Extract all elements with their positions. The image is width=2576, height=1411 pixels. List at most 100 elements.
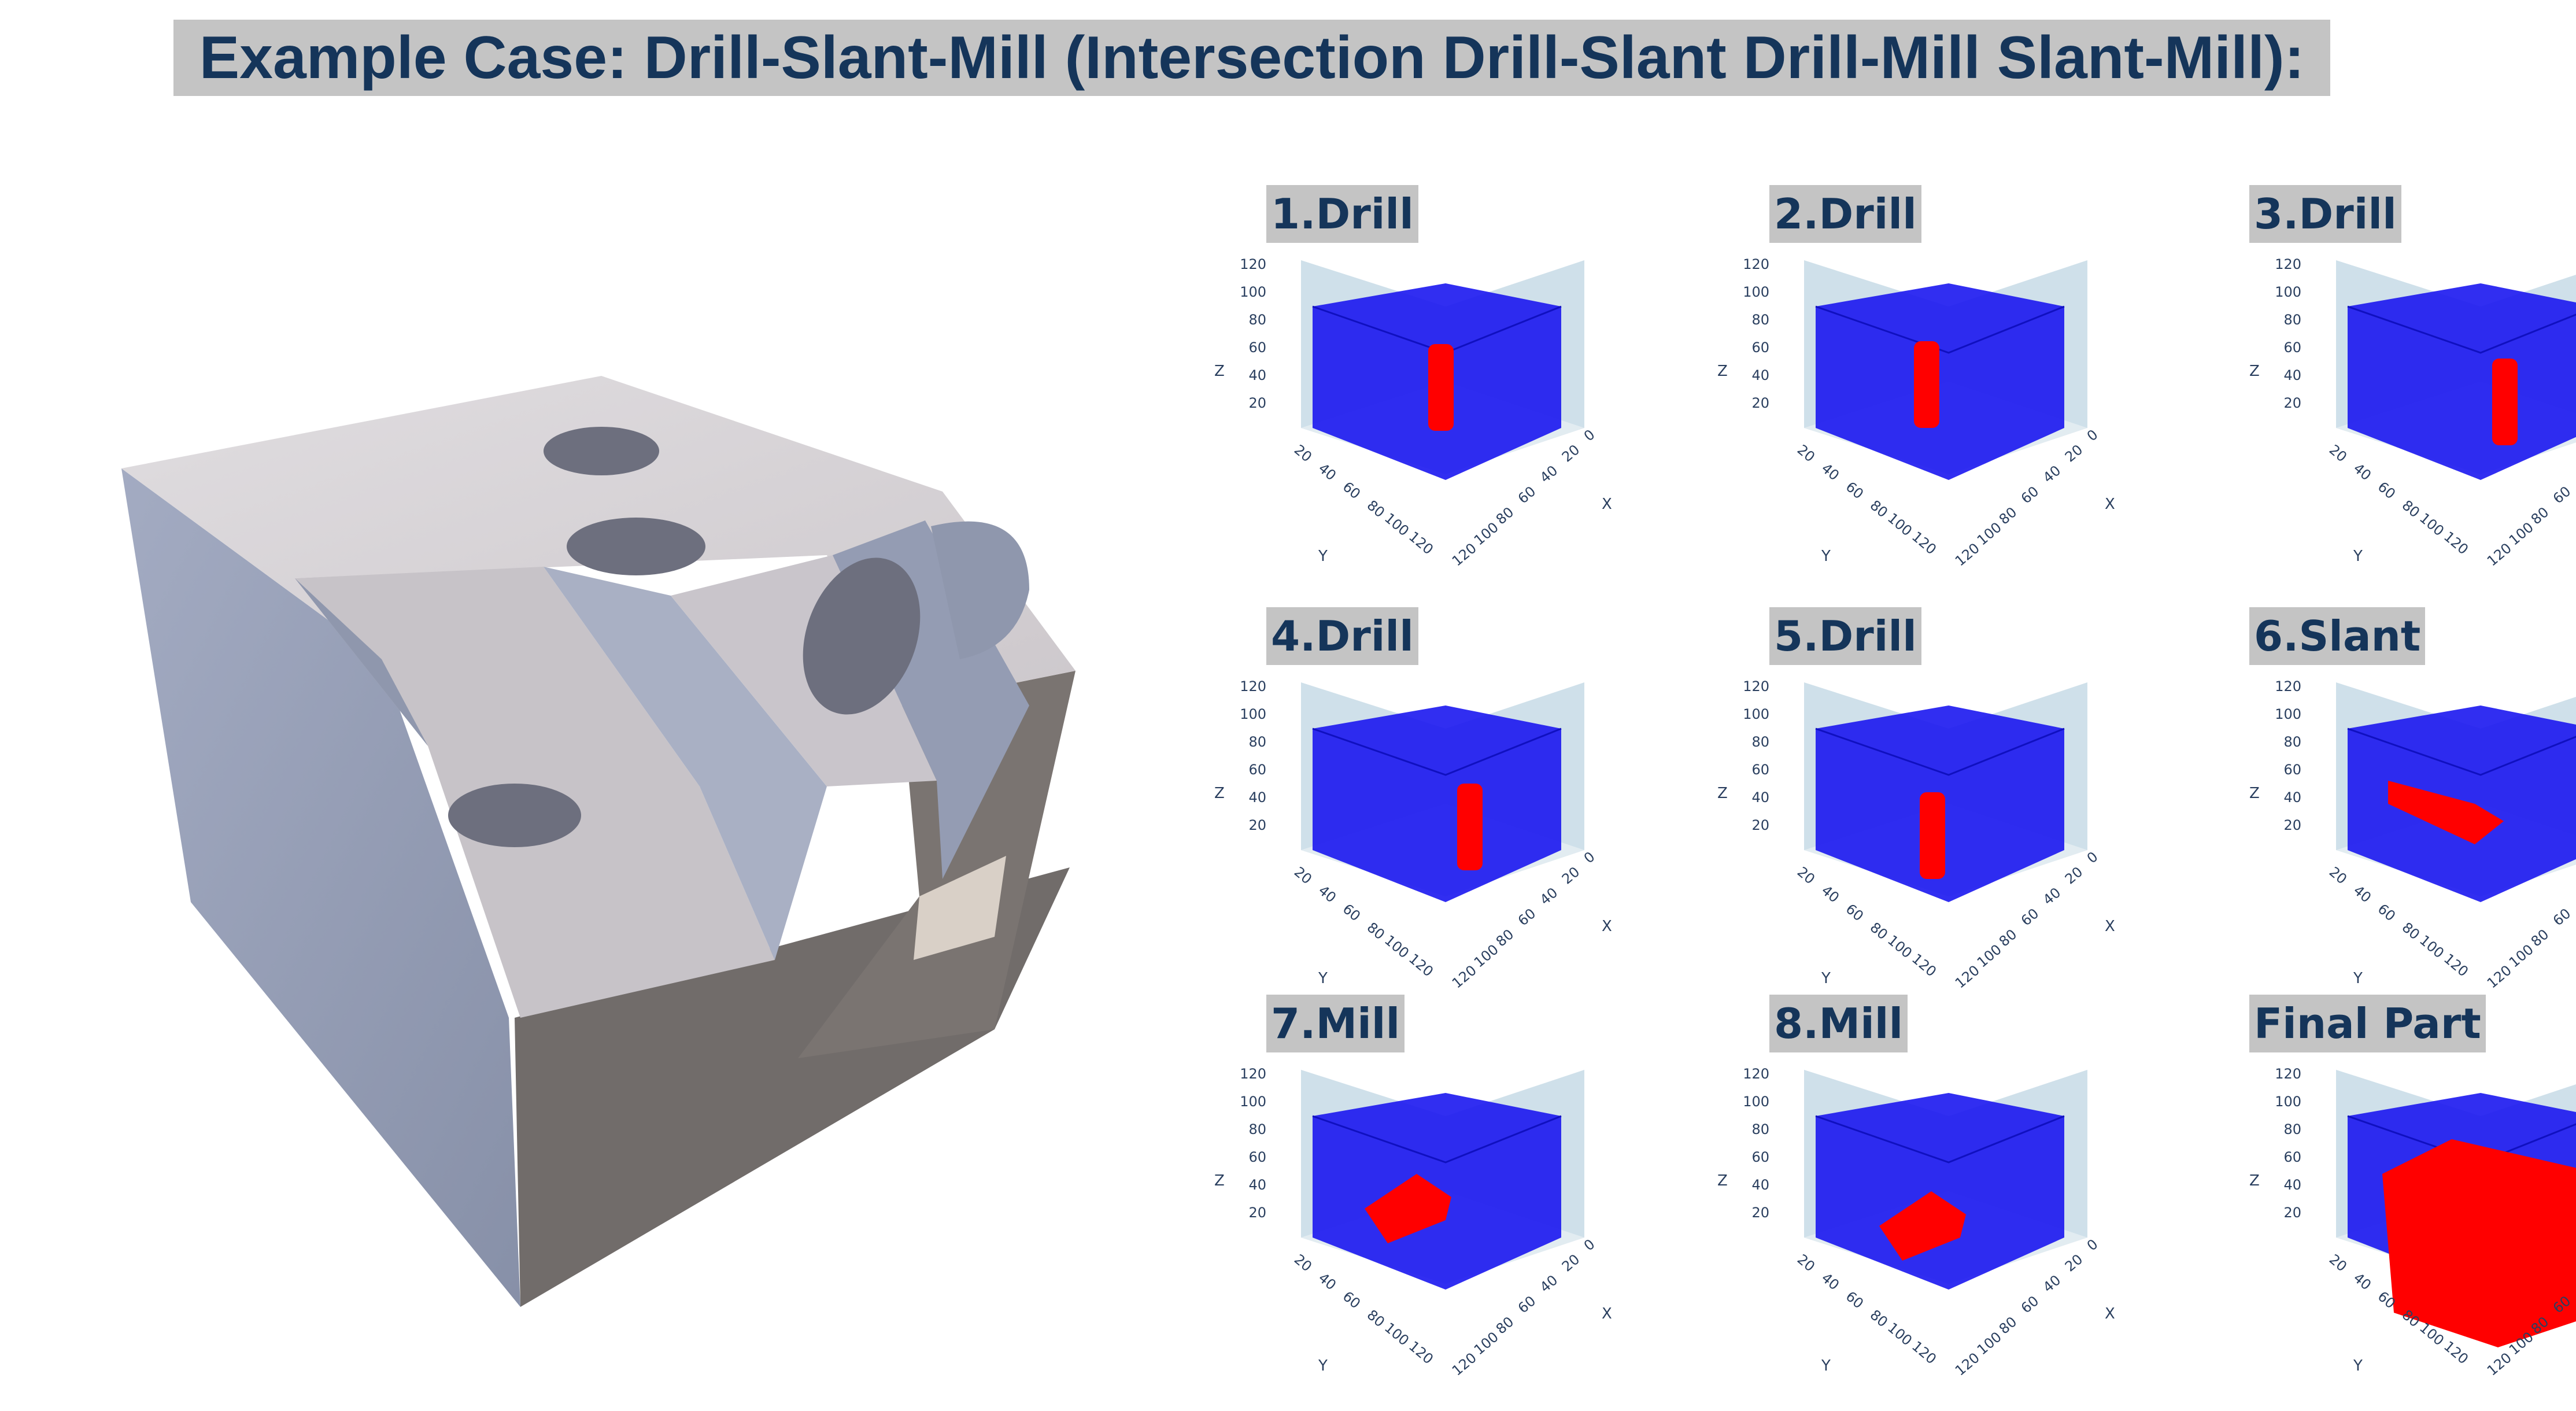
z-tick-label: 40 [1248, 1177, 1266, 1193]
panel-title: 1.Drill [1266, 185, 1418, 243]
x-tick-label: 40 [2572, 885, 2576, 908]
stock-edges [1815, 305, 2065, 354]
y-axis-label: Y [2353, 548, 2363, 565]
stock-block [1313, 706, 1561, 902]
z-tick-label: 120 [1743, 256, 1769, 272]
y-tick-label: 20 [1794, 442, 1818, 466]
x-tick-label: 0 [1581, 426, 1598, 444]
z-axis-label: Z [1214, 1172, 1225, 1190]
y-tick-label: 100 [1884, 510, 1915, 540]
x-tick-label: 20 [2062, 1251, 2086, 1275]
x-tick-label: 100 [1974, 1329, 2005, 1358]
z-tick-label: 120 [1743, 678, 1769, 695]
x-axis-label: X [2105, 1305, 2115, 1323]
x-tick-label: 20 [2062, 442, 2086, 466]
y-axis-label: Y [1821, 548, 1831, 565]
feature-volume [2492, 359, 2518, 445]
feature-panel: 8.Mill 120 100 80 60 40 20 Z 20 40 60 80 100 120 Y 120 1… [1706, 995, 2168, 1411]
x-tick-label: 100 [2506, 941, 2537, 971]
z-tick-label: 20 [2283, 817, 2301, 833]
x-tick-label: 100 [1471, 941, 1502, 971]
feature-panel: Final Part 120 100 80 60 40 20 Z 20 40 60 80 100 120 Y… [2238, 995, 2576, 1411]
y-tick-label: 20 [1794, 1251, 1818, 1275]
x-tick-label: 60 [2550, 483, 2574, 507]
z-tick-label: 20 [2283, 1205, 2301, 1221]
x-tick-label: 120 [1952, 1350, 1983, 1379]
z-tick-label: 100 [2275, 284, 2301, 300]
z-tick-label: 20 [1751, 395, 1769, 411]
drill-hole-4 [803, 557, 921, 715]
drill-hole-2 [567, 518, 705, 575]
z-tick-label: 60 [1248, 1149, 1266, 1165]
x-tick-label: 40 [2040, 1272, 2064, 1296]
z-axis-label: Z [2249, 1172, 2260, 1190]
z-tick-label: 60 [1751, 339, 1769, 356]
z-tick-label: 60 [1751, 762, 1769, 778]
y-axis-label: Y [1821, 1357, 1831, 1375]
feature-panel: 7.Mill 120 100 80 60 40 20 Z 20 40 60 80 100 120 Y 120 1… [1203, 995, 1665, 1411]
stock-edges [1312, 727, 1562, 776]
y-tick-label: 100 [1381, 932, 1412, 962]
feature-shape [1920, 792, 1945, 879]
stock-edges [1312, 1115, 1562, 1163]
x-tick-label: 60 [1515, 483, 1539, 507]
panel-title: 2.Drill [1769, 185, 1921, 243]
x-tick-label: 60 [2550, 906, 2574, 929]
right-face [798, 671, 1076, 1058]
y-tick-label: 60 [1843, 479, 1867, 503]
z-axis-label: Z [1717, 785, 1728, 802]
x-tick-label: 120 [1952, 962, 1983, 992]
x-tick-label: 0 [1581, 848, 1598, 866]
x-tick-label: 80 [2528, 504, 2552, 528]
x-tick-label: 120 [1449, 1350, 1480, 1379]
y-axis-label: Y [1318, 548, 1328, 565]
mill-slot-floor [914, 856, 1006, 960]
z-tick-label: 80 [1751, 1121, 1769, 1137]
y-axis-label: Y [1318, 1357, 1328, 1375]
z-tick-label: 120 [2275, 678, 2301, 695]
x-tick-label: 80 [1493, 1314, 1517, 1338]
y-tick-label: 60 [1340, 479, 1363, 503]
y-tick-label: 100 [1884, 1320, 1915, 1349]
z-tick-label: 60 [2283, 762, 2301, 778]
slant-step [544, 567, 827, 960]
z-tick-label: 60 [1751, 1149, 1769, 1165]
feature-panel: 3.Drill 120 100 80 60 40 20 Z 20 40 60 80 100 120 Y 120… [2238, 185, 2576, 601]
y-tick-label: 80 [1364, 1307, 1388, 1331]
z-tick-label: 40 [1751, 789, 1769, 806]
y-tick-label: 40 [1315, 1270, 1339, 1294]
y-tick-label: 20 [1291, 864, 1315, 888]
y-tick-label: 100 [1884, 932, 1915, 962]
stock-edges [2347, 727, 2576, 776]
x-tick-label: 100 [2506, 519, 2537, 549]
y-tick-label: 80 [1364, 919, 1388, 943]
y-tick-label: 40 [1315, 882, 1339, 906]
feature-shape [1428, 344, 1454, 431]
feature-volume [2382, 1139, 2576, 1347]
z-tick-label: 20 [1248, 1205, 1266, 1221]
x-tick-label: 100 [1471, 1329, 1502, 1358]
y-tick-label: 80 [1867, 919, 1891, 943]
panel-title: 3.Drill [2249, 185, 2401, 243]
x-tick-label: 80 [1493, 926, 1517, 950]
stock-block [2348, 283, 2576, 480]
feature-volume [1428, 344, 1454, 431]
part-3d-render [121, 376, 1076, 1307]
z-tick-label: 120 [1743, 1066, 1769, 1082]
y-tick-label: 40 [2350, 882, 2374, 906]
drill-hole-3 [448, 784, 581, 847]
z-tick-label: 60 [1248, 339, 1266, 356]
x-tick-label: 120 [2484, 1350, 2515, 1379]
z-tick-label: 100 [2275, 706, 2301, 722]
x-axis-label: X [2105, 918, 2115, 935]
slant-face [671, 555, 937, 786]
panel-title: 5.Drill [1769, 607, 1921, 665]
feature-volume [1920, 792, 1945, 879]
y-tick-label: 120 [1406, 951, 1436, 980]
x-tick-label: 60 [2018, 1293, 2042, 1317]
feature-shape [1457, 784, 1483, 870]
feature-panel: 2.Drill 120 100 80 60 40 20 Z 20 40 60 80 100 120 Y 120… [1706, 185, 2168, 601]
